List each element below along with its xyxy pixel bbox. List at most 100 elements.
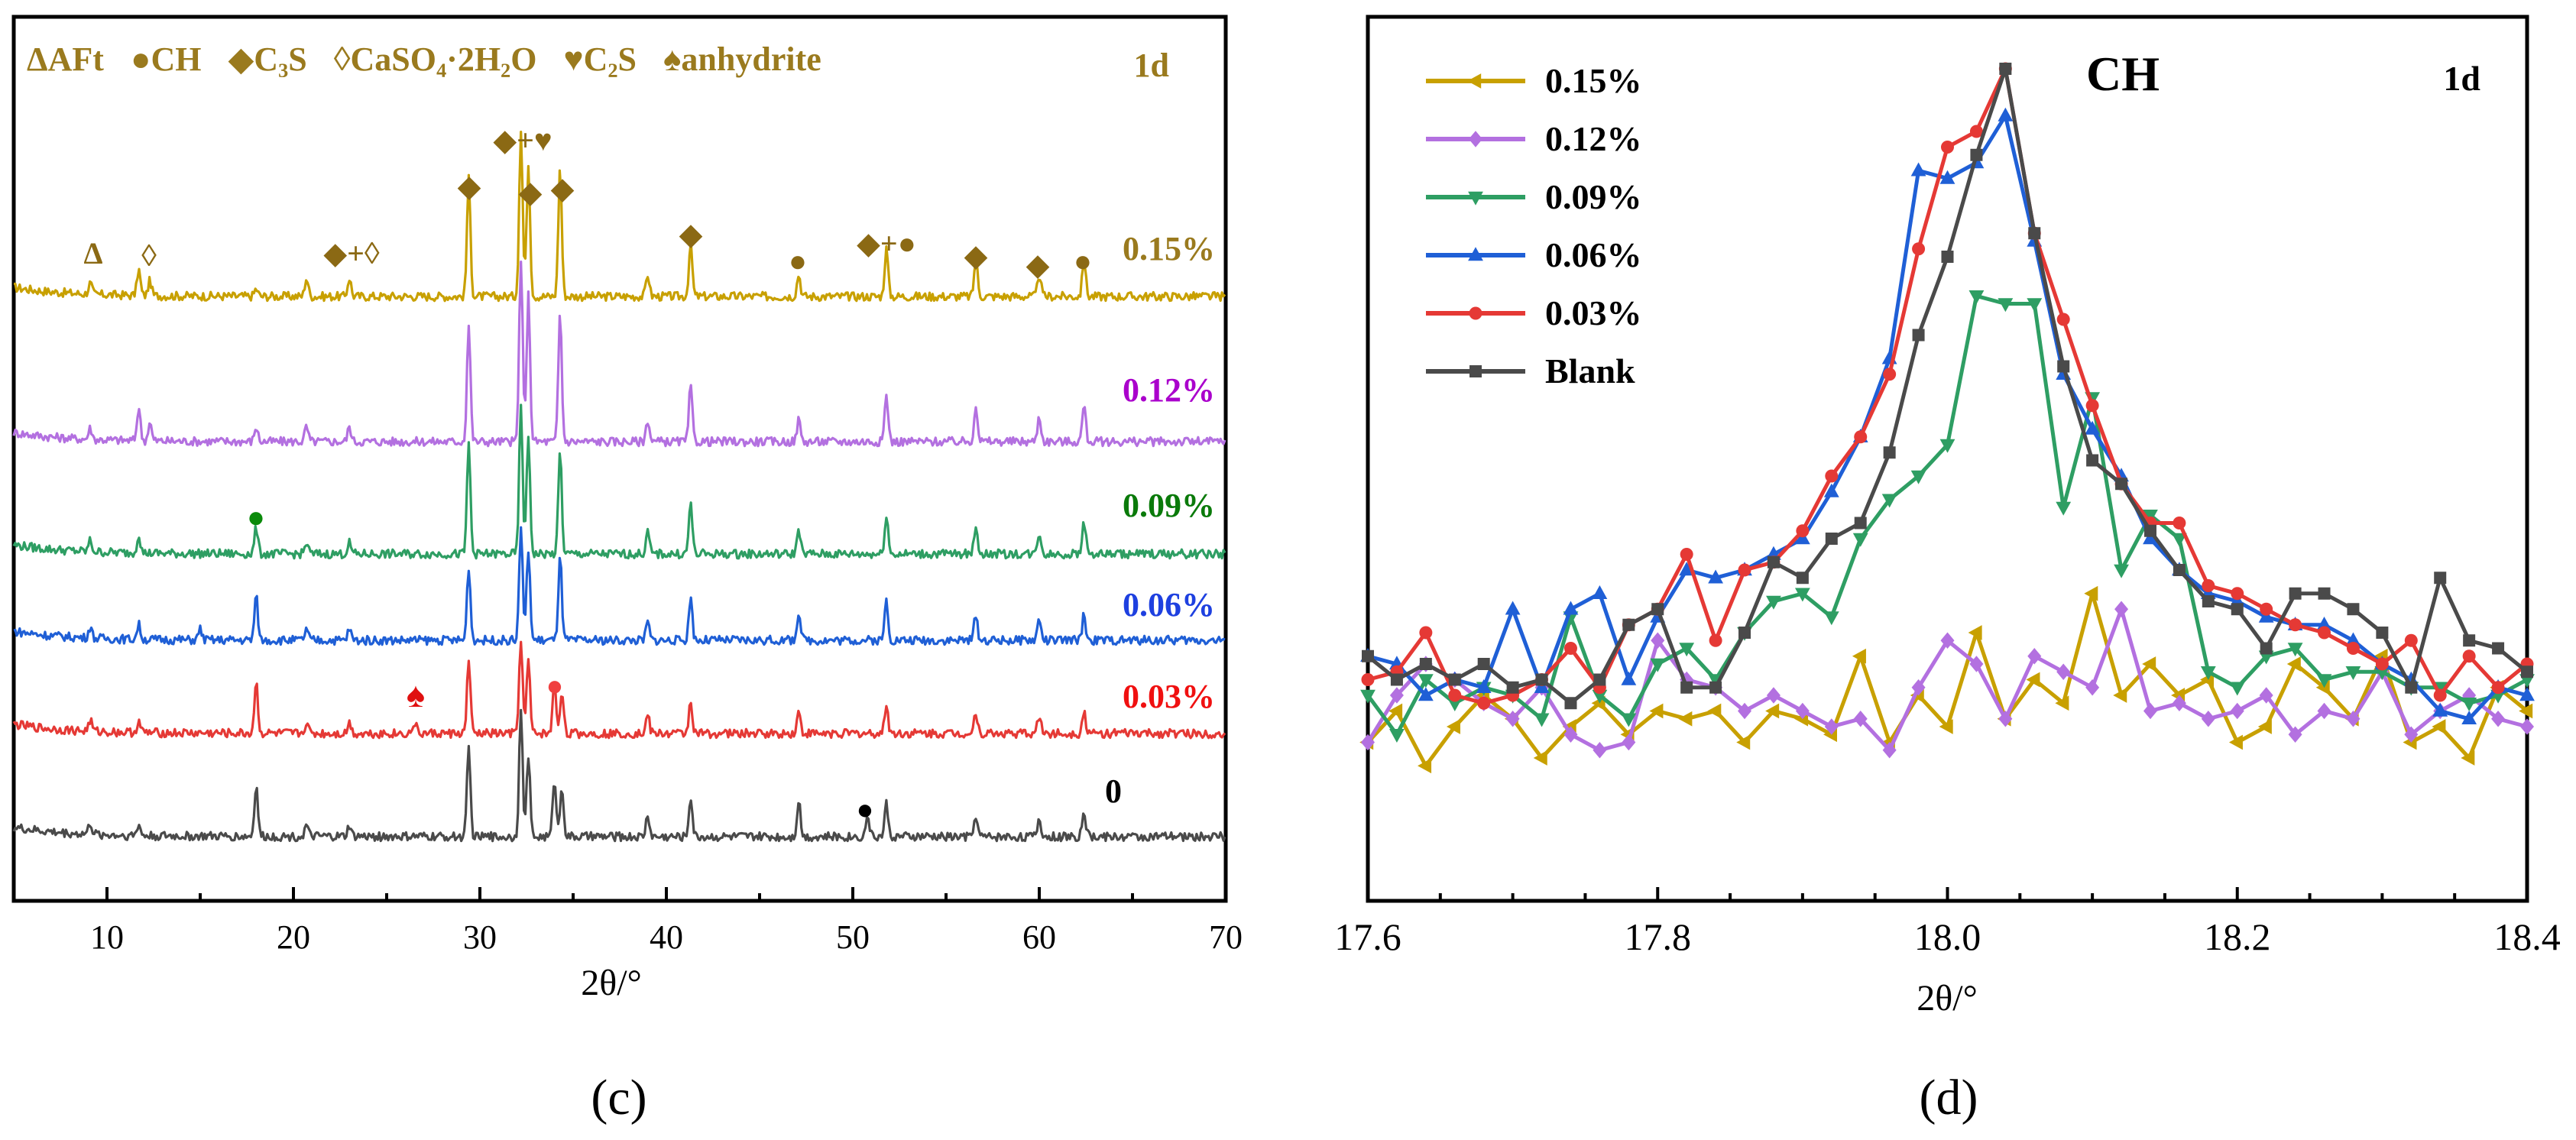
data-point — [1448, 673, 1461, 686]
data-point — [1621, 671, 1637, 685]
x-tick-label: 70 — [1209, 918, 1243, 956]
x-tick-label: 17.8 — [1625, 915, 1692, 958]
series-label-015: 0.15% — [1123, 230, 1215, 267]
data-point — [2376, 627, 2389, 639]
peak-label: ◆ — [1026, 248, 1050, 282]
data-point — [1446, 719, 1460, 734]
data-point — [2288, 726, 2302, 743]
data-point — [2056, 663, 2071, 681]
data-point — [2289, 618, 2302, 632]
peak-label: Δ — [83, 236, 102, 270]
legend-label: Blank — [1545, 351, 1635, 390]
data-point — [2172, 533, 2187, 547]
legend-marker — [1469, 131, 1482, 147]
data-point — [2519, 703, 2533, 719]
data-point — [2463, 634, 2476, 647]
data-point — [1824, 718, 1839, 735]
data-point — [2492, 642, 2505, 655]
data-point — [1738, 627, 1751, 639]
data-point — [2143, 524, 2156, 537]
data-point — [1968, 625, 1982, 640]
data-point — [1881, 494, 1897, 508]
data-point — [1823, 611, 1839, 626]
data-point — [1998, 107, 2014, 121]
x-tick-label: 50 — [836, 918, 870, 956]
data-point — [2260, 642, 2273, 655]
ch-marker-red: ● — [546, 670, 564, 702]
data-point — [1418, 758, 1432, 774]
data-point — [2346, 642, 2360, 655]
data-point — [2318, 587, 2331, 600]
data-point — [2201, 710, 2215, 727]
data-point — [1418, 674, 1434, 688]
data-point — [2085, 399, 2099, 413]
data-point — [1476, 678, 1492, 693]
data-point — [1418, 687, 1434, 701]
ch-series-Blank — [1362, 63, 2533, 710]
data-point — [2318, 626, 2331, 640]
data-point — [1564, 697, 1577, 710]
data-point — [1940, 632, 1955, 649]
panel-d-age: 1d — [2443, 59, 2480, 98]
peak-label: ◆+♥ — [493, 123, 552, 157]
data-point — [1969, 656, 1984, 672]
data-point — [1999, 63, 2012, 75]
x-tick-label: 60 — [1022, 918, 1056, 956]
panel-d-legend: 0.15% 0.12% 0.09% 0.06% 0.03% Blank — [1426, 61, 1642, 390]
data-point — [1766, 595, 1781, 610]
data-point — [2086, 454, 2099, 467]
peak-label: ◊ — [141, 238, 157, 273]
xrd-pattern-015 — [14, 131, 1226, 303]
data-point — [1448, 688, 1462, 702]
data-point — [2143, 702, 2157, 720]
data-point — [2404, 633, 2418, 647]
data-point — [1911, 678, 1926, 696]
data-point — [1939, 719, 1953, 734]
data-point — [1680, 671, 1694, 688]
data-point — [1360, 689, 1375, 704]
legend-item-015: 0.15% — [1426, 61, 1642, 100]
legend-item-Blank: Blank — [1426, 351, 1635, 390]
data-point — [2491, 710, 2506, 727]
data-point — [2345, 666, 2361, 681]
legend-gypsum: ◊CaSO₄·2H₂O — [334, 40, 537, 78]
data-point — [1680, 681, 1693, 694]
panel-c: 10 20 30 40 50 60 70 ΔAFt ●CH ◆C₃S ◊CaSO₄·2H₂O… — [11, 15, 1243, 1125]
data-point — [1563, 601, 1579, 615]
data-point — [2491, 681, 2505, 695]
data-point — [2521, 666, 2533, 678]
data-point — [1679, 562, 1695, 576]
series-label-009: 0.09% — [1123, 487, 1215, 524]
data-point — [2084, 585, 2098, 601]
data-point — [2316, 616, 2332, 630]
series-line — [1367, 114, 2528, 721]
data-point — [2346, 710, 2361, 727]
data-point — [1361, 734, 1375, 751]
data-point — [2114, 564, 2129, 578]
legend-c2s: ♥C₂S — [563, 40, 637, 78]
data-point — [1592, 689, 1608, 704]
data-point — [2432, 719, 2446, 734]
data-point — [1389, 687, 1404, 704]
data-point — [2230, 702, 2244, 720]
legend-marker — [1469, 365, 1482, 377]
data-point — [1592, 585, 1608, 599]
data-point — [2316, 674, 2332, 688]
data-point — [1678, 711, 1693, 727]
x-tick-label: 10 — [90, 918, 124, 956]
data-point — [2057, 360, 2070, 373]
panel-d: 17.6 17.8 18.0 18.2 18.4 CH 1d 0.15% 0.12% 0.0… — [1334, 15, 2561, 1125]
data-point — [1998, 298, 2014, 313]
data-point — [2287, 643, 2303, 657]
peak-label: ◆ — [519, 175, 543, 209]
data-point — [2028, 227, 2041, 240]
data-point — [2055, 695, 2069, 711]
data-point — [1505, 710, 1520, 727]
data-point — [2173, 564, 2186, 576]
data-point — [1969, 125, 1983, 138]
data-point — [1825, 469, 1839, 483]
panel-c-series — [12, 131, 1226, 843]
data-point — [1477, 658, 1490, 670]
ch-marker-black: ● — [857, 794, 874, 826]
